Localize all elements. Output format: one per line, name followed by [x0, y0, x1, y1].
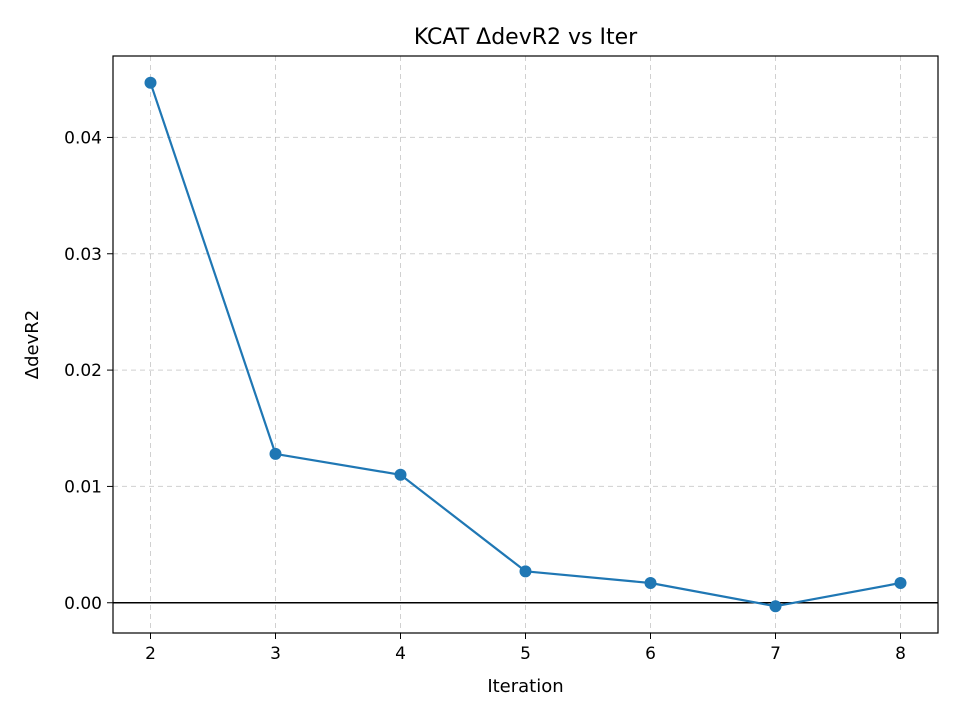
- chart-title: KCAT ΔdevR2 vs Iter: [414, 25, 638, 50]
- x-tick-label: 3: [270, 644, 281, 664]
- data-point: [394, 468, 407, 481]
- x-tick-label: 4: [395, 644, 406, 664]
- y-axis-title: ΔdevR2: [22, 310, 43, 379]
- data-point: [269, 447, 282, 460]
- x-tick-label: 2: [145, 644, 156, 664]
- y-tick-label: 0.02: [64, 361, 102, 381]
- data-point: [519, 565, 532, 578]
- x-axis-title: Iteration: [487, 676, 563, 697]
- y-tick-label: 0.04: [64, 128, 102, 148]
- data-points: [144, 76, 907, 613]
- x-tick-label: 6: [645, 644, 656, 664]
- y-tick-label: 0.01: [64, 477, 102, 497]
- data-point: [769, 600, 782, 613]
- y-ticks: 0.00 0.01 0.02 0.03 0.04: [64, 128, 113, 614]
- data-point: [894, 576, 907, 589]
- data-point: [144, 76, 157, 89]
- x-tick-label: 5: [520, 644, 531, 664]
- y-tick-label: 0.03: [64, 245, 102, 265]
- x-tick-label: 8: [895, 644, 906, 664]
- y-tick-label: 0.00: [64, 594, 102, 614]
- x-ticks: 2 3 4 5 6 7 8: [145, 633, 906, 664]
- x-tick-label: 7: [770, 644, 781, 664]
- data-point: [644, 576, 657, 589]
